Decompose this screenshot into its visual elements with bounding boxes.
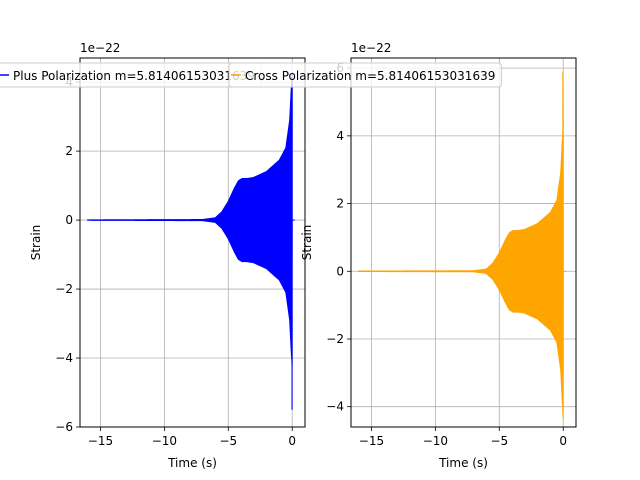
plus-waveform — [87, 71, 295, 410]
plus-ytick-label--2: −2 — [55, 282, 73, 296]
cross-offset-label: 1e−22 — [351, 41, 391, 55]
plus-series-line — [87, 71, 295, 410]
cross-xtick-label--10: −10 — [423, 434, 448, 448]
plus-ytick-label--6: −6 — [55, 420, 73, 434]
cross-legend-box — [228, 62, 502, 88]
cross-series-line — [358, 71, 566, 419]
plus-legend: Plus Polarization m=5.81406153031639 — [0, 62, 262, 88]
cross-x-axis-label: Time (s) — [438, 456, 488, 470]
cross-ytick-label-4: 4 — [336, 129, 344, 143]
plus-xtick-label--15: −15 — [88, 434, 113, 448]
cross-xtick-label--5: −5 — [490, 434, 508, 448]
plus-legend-label: Plus Polarization m=5.81406153031639 — [13, 69, 255, 83]
cross-waveform — [358, 71, 566, 419]
plus-xtick-label--10: −10 — [152, 434, 177, 448]
cross-ytick-label--4: −4 — [326, 400, 344, 414]
cross-legend-label: Cross Polarization m=5.81406153031639 — [245, 69, 495, 83]
plus-y-axis-label: Strain — [29, 225, 43, 261]
cross-ytick-label-2: 2 — [336, 197, 344, 211]
plus-offset-label: 1e−22 — [80, 41, 120, 55]
cross-ytick-label--2: −2 — [326, 332, 344, 346]
cross-axes-frame — [350, 57, 577, 428]
plus-ytick-label-0: 0 — [65, 213, 73, 227]
plus-ytick-label--4: −4 — [55, 351, 73, 365]
cross-legend: Cross Polarization m=5.81406153031639 — [228, 62, 502, 88]
plus-xtick-label--5: −5 — [219, 434, 237, 448]
plus-x-axis-label: Time (s) — [167, 456, 217, 470]
cross-xtick-label-0: 0 — [559, 434, 567, 448]
cross-polarization-axes: −15−10−50−4−20246 1e−22 Time (s) Strain — [300, 41, 577, 470]
plus-xtick-label-0: 0 — [288, 434, 296, 448]
plus-axes-frame — [79, 57, 306, 428]
cross-xtick-label--15: −15 — [359, 434, 384, 448]
cross-ytick-label-0: 0 — [336, 264, 344, 278]
plus-ytick-label-2: 2 — [65, 144, 73, 158]
cross-y-axis-label: Strain — [300, 225, 314, 261]
